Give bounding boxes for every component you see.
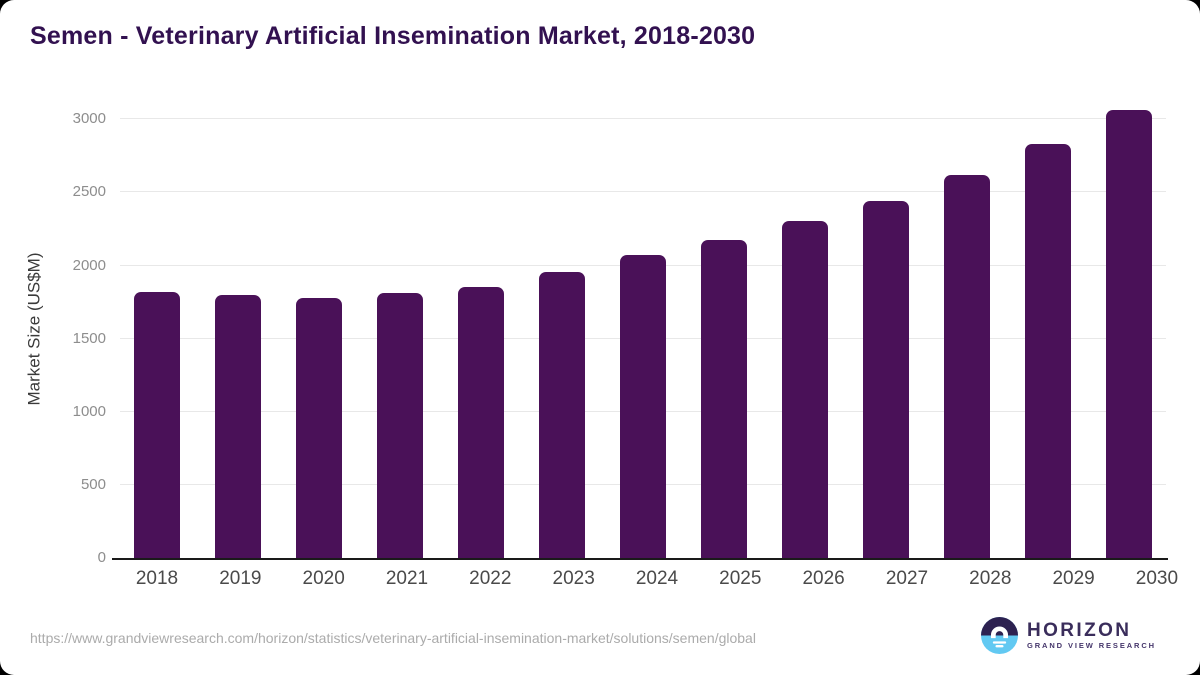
gridline	[120, 191, 1166, 192]
y-tick-label: 2500	[72, 183, 106, 200]
x-tick-label: 2022	[469, 568, 512, 589]
chart-bar-2024	[620, 255, 666, 558]
y-tick-label: 1000	[72, 403, 106, 420]
bar-series	[120, 100, 1166, 558]
x-tick-label: 2021	[385, 568, 429, 589]
chart-bar-2025	[701, 240, 747, 558]
x-tick-label: 2030	[1135, 568, 1179, 589]
x-axis-line	[112, 558, 1168, 560]
x-tick-label: 2025	[719, 568, 762, 589]
horizon-logo-mark-icon	[980, 617, 1018, 654]
horizon-logo-text: HORIZON GRAND VIEW RESEARCH	[1026, 619, 1156, 651]
x-tick-label: 2029	[1052, 568, 1095, 589]
chart-bar-2023	[539, 272, 585, 558]
y-tick-label: 3000	[72, 110, 106, 127]
chart-bar-2019	[215, 295, 261, 558]
horizon-logo-subtitle: GRAND VIEW RESEARCH	[1026, 640, 1156, 650]
gridline	[120, 118, 1166, 119]
x-tick-label: 2020	[302, 568, 345, 589]
chart-bar-2018	[134, 292, 180, 558]
x-axis-tick-labels: 2018 2019 2020 2021 2022 2023 2024 2025 2026 2027…	[120, 568, 1194, 590]
y-tick-label: 2000	[72, 257, 106, 274]
chart-bar-2021	[377, 293, 423, 558]
chart-bar-2028	[944, 175, 990, 558]
y-tick-label: 1500	[72, 330, 106, 347]
source-url: https://www.grandviewresearch.com/horizo…	[30, 630, 756, 646]
plot-area	[120, 100, 1166, 558]
horizon-logo-name: HORIZON	[1026, 619, 1132, 641]
y-tick-label: 0	[97, 549, 106, 566]
x-tick-label: 2026	[802, 568, 845, 589]
x-tick-label: 2018	[135, 568, 179, 589]
chart-bar-2022	[458, 287, 504, 558]
chart-bar-2026	[782, 221, 828, 558]
x-tick-label: 2023	[552, 568, 595, 589]
chart-title: Semen - Veterinary Artificial Inseminati…	[30, 22, 756, 50]
chart-bar-2029	[1025, 144, 1071, 558]
x-tick-label: 2027	[885, 568, 929, 589]
x-tick-label: 2028	[969, 568, 1012, 589]
chart-bar-2020	[296, 298, 342, 558]
horizon-logo: HORIZON GRAND VIEW RESEARCH	[980, 617, 1156, 654]
chart-bar-2027	[863, 201, 909, 558]
x-tick-label: 2019	[219, 568, 262, 589]
x-tick-label: 2024	[635, 568, 679, 589]
y-axis-tick-labels: 0 500 1000 1500 2000 2500 3000	[0, 100, 106, 566]
chart-bar-2030	[1106, 110, 1152, 558]
y-tick-label: 500	[80, 476, 106, 493]
